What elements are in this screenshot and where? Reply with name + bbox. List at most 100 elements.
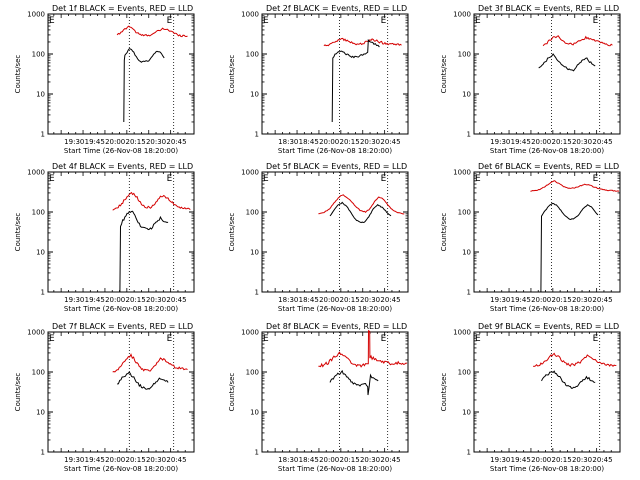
x-tick-label: 20:30 <box>360 456 380 464</box>
plot-panel-8: Det 8f BLACK = Events, RED = LLD 1 10 100 10… <box>228 322 409 473</box>
marker-label: E <box>263 334 269 344</box>
x-tick-label: 20:45 <box>166 456 186 464</box>
y-axis-label: Counts/sec <box>228 373 236 412</box>
y-tick-label: 1 <box>255 289 259 297</box>
y-axis-label: Counts/sec <box>14 213 22 252</box>
events-series-line <box>540 202 599 293</box>
y-tick-label: 10 <box>462 91 471 99</box>
marker-label: E <box>49 334 55 344</box>
y-tick-label: 1000 <box>453 169 471 177</box>
y-tick-label: 1 <box>41 289 45 297</box>
y-axis-label: Counts/sec <box>228 213 236 252</box>
x-tick-label: 20:00 <box>531 456 551 464</box>
plot-title: Det 9f BLACK = Events, RED = LLD <box>478 322 619 331</box>
y-tick-label: 100 <box>32 369 45 377</box>
lld-series-line <box>112 191 191 211</box>
x-tick-label: 20:45 <box>380 296 400 304</box>
y-tick-label: 10 <box>36 409 45 417</box>
x-tick-label: 20:45 <box>592 456 612 464</box>
x-tick-label: 20:30 <box>146 138 166 146</box>
y-tick-label: 1000 <box>241 329 259 337</box>
y-tick-label: 1000 <box>27 169 45 177</box>
y-tick-label: 10 <box>250 409 259 417</box>
x-tick-label: 20:45 <box>592 138 612 146</box>
plot-panel-3: Det 3f BLACK = Events, RED = LLD 1 10 100 10… <box>440 4 621 155</box>
events-series-line <box>538 53 596 72</box>
x-tick-label: 18:45 <box>299 456 319 464</box>
y-tick-label: 1 <box>41 449 45 457</box>
marker-label: E <box>167 334 173 344</box>
x-axis-label: Start Time (26-Nov-08 18:20:00) <box>278 147 392 155</box>
plot-frame <box>473 171 621 293</box>
x-tick-label: 20:30 <box>572 296 592 304</box>
y-tick-label: 100 <box>32 51 45 59</box>
plot-title: Det 3f BLACK = Events, RED = LLD <box>478 4 619 13</box>
marker-label: E <box>593 334 599 344</box>
plot-panel-7: Det 7f BLACK = Events, RED = LLD 1 10 100 10… <box>14 322 195 473</box>
marker-label: E <box>49 16 55 26</box>
marker-label: E <box>167 174 173 184</box>
marker-label: E <box>49 174 55 184</box>
events-series-line <box>117 371 169 390</box>
x-axis-label: Start Time (26-Nov-08 18:20:00) <box>490 465 604 473</box>
x-tick-label: 20:15 <box>552 296 572 304</box>
x-tick-label: 20:00 <box>105 138 125 146</box>
y-tick-label: 1 <box>467 289 471 297</box>
x-tick-label: 20:15 <box>126 296 146 304</box>
x-axis-label: Start Time (26-Nov-08 18:20:00) <box>64 305 178 313</box>
events-series-line <box>329 201 392 224</box>
plot-panel-6: Det 6f BLACK = Events, RED = LLD 1 10 100 10… <box>440 162 621 313</box>
x-tick-label: 20:15 <box>552 138 572 146</box>
marker-label: E <box>593 174 599 184</box>
y-tick-label: 100 <box>458 209 471 217</box>
y-axis-label: Counts/sec <box>440 373 448 412</box>
y-tick-label: 1 <box>467 131 471 139</box>
y-tick-label: 1000 <box>241 11 259 19</box>
y-tick-label: 100 <box>246 209 259 217</box>
x-tick-label: 20:15 <box>126 456 146 464</box>
lld-series-line <box>318 329 408 368</box>
marker-label: E <box>475 174 481 184</box>
marker-label: E <box>475 334 481 344</box>
y-tick-label: 1 <box>255 131 259 139</box>
events-series-line <box>541 370 596 389</box>
x-tick-label: 19:45 <box>85 296 105 304</box>
x-tick-label: 20:15 <box>552 456 572 464</box>
x-tick-label: 20:00 <box>531 296 551 304</box>
events-series-line <box>329 369 379 396</box>
x-tick-label: 18:45 <box>299 296 319 304</box>
y-tick-label: 1000 <box>27 11 45 19</box>
x-axis-label: Start Time (26-Nov-08 18:20:00) <box>64 465 178 473</box>
y-axis-label: Counts/sec <box>14 55 22 94</box>
x-tick-label: 19:45 <box>511 138 531 146</box>
marker-label: E <box>381 174 387 184</box>
x-tick-label: 20:45 <box>592 296 612 304</box>
y-axis-label: Counts/sec <box>228 55 236 94</box>
x-tick-label: 19:45 <box>511 296 531 304</box>
x-tick-label: 19:30 <box>64 296 84 304</box>
x-tick-label: 20:00 <box>531 138 551 146</box>
y-tick-label: 1000 <box>453 329 471 337</box>
lld-series-line <box>112 353 188 373</box>
x-tick-label: 19:45 <box>85 456 105 464</box>
plot-panel-4: Det 4f BLACK = Events, RED = LLD 1 10 100 10… <box>14 162 195 313</box>
x-tick-label: 19:30 <box>64 138 84 146</box>
lld-series-line <box>318 194 405 215</box>
x-tick-label: 18:30 <box>278 296 298 304</box>
y-tick-label: 10 <box>462 409 471 417</box>
plot-frame <box>47 331 195 453</box>
plot-panel-5: Det 5f BLACK = Events, RED = LLD 1 10 100 10… <box>228 162 409 313</box>
x-tick-label: 20:15 <box>126 138 146 146</box>
x-tick-label: 19:30 <box>64 456 84 464</box>
x-tick-label: 20:45 <box>380 138 400 146</box>
x-axis-label: Start Time (26-Nov-08 18:20:00) <box>64 147 178 155</box>
x-tick-label: 19:45 <box>511 456 531 464</box>
x-tick-label: 20:15 <box>340 296 360 304</box>
y-tick-label: 10 <box>250 249 259 257</box>
marker-label: E <box>167 16 173 26</box>
plot-title: Det 8f BLACK = Events, RED = LLD <box>266 322 407 331</box>
y-axis-label: Counts/sec <box>14 373 22 412</box>
events-series-line <box>119 210 169 293</box>
lld-series-line <box>116 25 188 38</box>
